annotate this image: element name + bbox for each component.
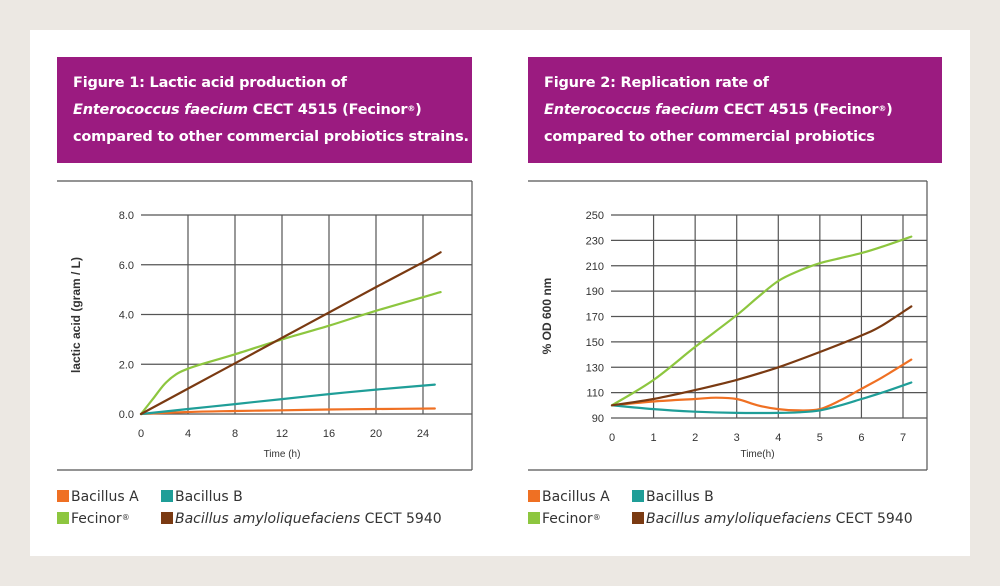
- legend-label: Bacillus B: [646, 489, 714, 505]
- y-tick-label: 230: [586, 235, 604, 247]
- y-tick-label: 90: [592, 413, 604, 425]
- registered-mark: ®: [121, 513, 130, 522]
- y-tick-label: 0.0: [119, 409, 134, 421]
- legend-label: Bacillus A: [542, 489, 610, 505]
- x-tick-label: 20: [370, 428, 382, 440]
- figure1-strain: CECT 4515 (Fecinor: [247, 102, 408, 118]
- x-tick-label: 7: [900, 432, 906, 444]
- legend-item-bacillus-a: Bacillus A: [528, 486, 610, 508]
- registered-mark: ®: [878, 104, 887, 113]
- swatch-fecinor: [57, 512, 69, 524]
- swatch-amyloliquefaciens: [161, 512, 173, 524]
- y-tick-label: 6.0: [119, 260, 134, 272]
- figure1-title: Figure 1: Lactic acid production of Ente…: [57, 57, 472, 163]
- legend-label: CECT 5940: [831, 511, 913, 527]
- swatch-bacillus-a: [528, 490, 540, 502]
- figure2-strain: CECT 4515 (Fecinor: [718, 102, 879, 118]
- legend-item-bacillus-b: Bacillus B: [161, 486, 243, 508]
- x-tick-label: 12: [276, 428, 288, 440]
- series-line-amyloliquefaciens: [610, 305, 913, 407]
- swatch-bacillus-a: [57, 490, 69, 502]
- legend-label: Bacillus A: [71, 489, 139, 505]
- figure2-title-line3: compared to other commercial probiotics: [544, 129, 875, 145]
- x-axis-label: Time(h): [740, 449, 774, 460]
- figure2-paren: ): [886, 102, 893, 118]
- legend-figure1: Bacillus A Bacillus B Fecinor® Bacillus …: [57, 486, 477, 532]
- legend-item-bacillus-b: Bacillus B: [632, 486, 714, 508]
- y-tick-label: 190: [586, 286, 604, 298]
- x-tick-label: 6: [858, 432, 864, 444]
- x-tick-label: 4: [775, 432, 781, 444]
- x-tick-label: 24: [417, 428, 429, 440]
- series-line-bacillus-b: [139, 383, 436, 416]
- legend-item-amyloliquefaciens: Bacillus amyloliquefaciens CECT 5940: [161, 508, 442, 530]
- series-line-amyloliquefaciens: [139, 251, 442, 416]
- legend-figure2: Bacillus A Bacillus B Fecinor® Bacillus …: [528, 486, 948, 532]
- legend-label: Fecinor: [542, 511, 593, 527]
- y-tick-label: 8.0: [119, 210, 134, 222]
- legend-item-fecinor: Fecinor®: [528, 508, 601, 530]
- figure1-species: Enterococcus faecium: [73, 102, 248, 118]
- legend-label: Fecinor: [71, 511, 122, 527]
- x-axis-label: Time (h): [264, 449, 301, 460]
- y-axis-label: % OD 600 nm: [540, 278, 554, 355]
- y-tick-label: 250: [586, 210, 604, 222]
- x-tick-label: 2: [692, 432, 698, 444]
- series-line-bacillus-a: [610, 358, 913, 412]
- y-tick-label: 210: [586, 261, 604, 273]
- y-tick-label: 110: [586, 388, 604, 400]
- figure1-title-line1: Figure 1: Lactic acid production of: [73, 75, 347, 91]
- swatch-fecinor: [528, 512, 540, 524]
- y-tick-label: 130: [586, 362, 604, 374]
- y-tick-label: 4.0: [119, 310, 134, 322]
- figure1-title-line2: Enterococcus faecium CECT 4515 (Fecinor®…: [73, 97, 456, 124]
- y-tick-label: 2.0: [119, 359, 134, 371]
- legend-label: Bacillus B: [175, 489, 243, 505]
- x-tick-label: 5: [817, 432, 823, 444]
- x-tick-label: 1: [651, 432, 657, 444]
- figure1-title-line3: compared to other commercial probiotics …: [73, 129, 469, 145]
- x-tick-label: 16: [323, 428, 335, 440]
- series-line-fecinor: [139, 291, 442, 416]
- y-axis-label: lactic acid (gram / L): [69, 257, 83, 373]
- legend-item-bacillus-a: Bacillus A: [57, 486, 139, 508]
- y-tick-label: 170: [586, 312, 604, 324]
- figure2-title-line1: Figure 2: Replication rate of: [544, 75, 769, 91]
- x-tick-label: 3: [734, 432, 740, 444]
- legend-item-fecinor: Fecinor®: [57, 508, 130, 530]
- figure2-title: Figure 2: Replication rate of Enterococc…: [528, 57, 942, 163]
- swatch-amyloliquefaciens: [632, 512, 644, 524]
- y-tick-label: 150: [586, 337, 604, 349]
- legend-label: CECT 5940: [360, 511, 442, 527]
- x-tick-label: 4: [185, 428, 191, 440]
- registered-mark: ®: [592, 513, 601, 522]
- swatch-bacillus-b: [161, 490, 173, 502]
- legend-item-amyloliquefaciens: Bacillus amyloliquefaciens CECT 5940: [632, 508, 913, 530]
- figure2-title-line2: Enterococcus faecium CECT 4515 (Fecinor®…: [544, 97, 926, 124]
- series-line-fecinor: [610, 235, 913, 407]
- legend-label-italic: Bacillus amyloliquefaciens: [175, 511, 361, 527]
- x-tick-label: 0: [138, 428, 144, 440]
- figure1-paren: ): [415, 102, 422, 118]
- series-line-bacillus-b: [610, 381, 913, 415]
- x-tick-label: 0: [609, 432, 615, 444]
- figure2-species: Enterococcus faecium: [544, 102, 719, 118]
- registered-mark: ®: [407, 104, 416, 113]
- series-line-bacillus-a: [139, 407, 436, 416]
- swatch-bacillus-b: [632, 490, 644, 502]
- legend-label-italic: Bacillus amyloliquefaciens: [646, 511, 832, 527]
- x-tick-label: 8: [232, 428, 238, 440]
